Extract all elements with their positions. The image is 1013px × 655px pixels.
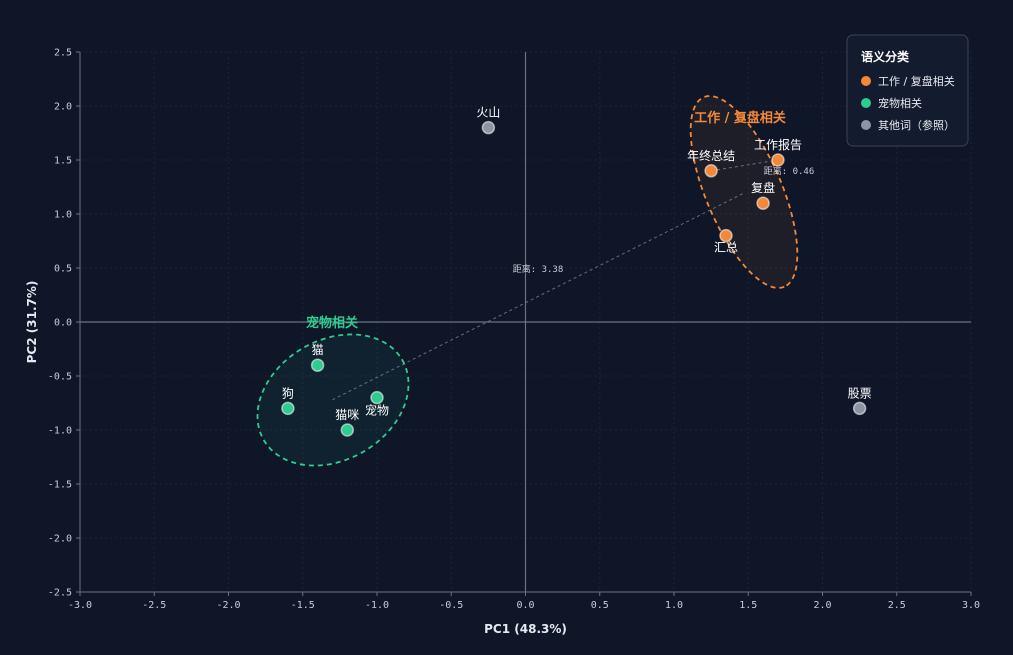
x-tick-label: 0.0 — [516, 600, 534, 611]
legend-swatch — [861, 98, 871, 108]
data-point — [281, 401, 295, 416]
legend-label: 其他词（参照） — [878, 118, 955, 132]
legend-swatch — [861, 76, 871, 86]
y-tick-label: -2.5 — [48, 588, 72, 599]
y-tick-label: -0.5 — [48, 372, 72, 383]
data-point — [481, 120, 496, 135]
axes: -3.0 -2.5 -2.0 -1.5 -1.0 -0.5 0.0 0.5 1.0 1.5 2.0 2… — [48, 48, 980, 612]
point-label: 猫 — [312, 343, 324, 357]
y-tick-label: 1.0 — [54, 210, 72, 221]
y-tick-label: -1.0 — [48, 426, 72, 437]
x-tick-label: 1.0 — [665, 600, 683, 611]
x-tick-label: -3.0 — [68, 600, 92, 611]
point-label: 年终总结 — [687, 148, 735, 163]
x-tick-label: -2.0 — [216, 600, 240, 611]
data-point — [852, 401, 867, 416]
distance-line — [711, 159, 779, 172]
point-label: 狗 — [282, 386, 294, 400]
x-tick-label: 1.5 — [739, 600, 757, 611]
x-tick-label: -1.0 — [365, 600, 389, 611]
distance-annotations: 距离: 3.38 距离: 0.46 — [332, 159, 815, 401]
legend-box — [846, 34, 969, 147]
distance-line — [332, 191, 746, 401]
legend-title: 语义分类 — [861, 49, 910, 64]
legend-swatch — [861, 120, 871, 130]
x-axis-title: PC1 (48.3%) — [484, 622, 567, 636]
x-tick-label: -0.5 — [439, 600, 463, 611]
point-label: 汇总 — [714, 241, 738, 255]
point-label: 股票 — [848, 386, 872, 400]
zero-lines — [80, 52, 971, 592]
y-tick-label: 1.5 — [54, 156, 72, 167]
point-label: 火山 — [476, 106, 500, 120]
data-point — [704, 164, 718, 178]
y-tick-label: 0.5 — [54, 264, 72, 275]
point-label: 工作报告 — [754, 137, 802, 152]
data-point — [370, 390, 384, 405]
data-point — [310, 358, 325, 372]
x-tick-label: -2.5 — [142, 600, 166, 611]
y-axis-title: PC2 (31.7%) — [25, 281, 39, 364]
distance-label: 距离: 0.46 — [764, 165, 815, 177]
distance-label: 距离: 3.38 — [513, 263, 564, 275]
y-tick-label: 2.5 — [54, 48, 72, 59]
y-tick-label: 2.0 — [54, 102, 72, 113]
point-label: 复盘 — [751, 180, 775, 195]
data-point — [756, 196, 770, 210]
point-label: 宠物 — [365, 403, 389, 418]
y-tick-label: -1.5 — [48, 480, 72, 491]
data-point — [340, 423, 355, 437]
legend-label: 宠物相关 — [878, 96, 922, 110]
legend-label: 工作 / 复盘相关 — [878, 74, 955, 88]
x-tick-label: -1.5 — [291, 600, 315, 611]
cluster-ellipse — [689, 95, 799, 289]
data-point — [719, 228, 733, 243]
y-tick-label: -2.0 — [48, 534, 72, 545]
x-tick-label: 3.0 — [962, 600, 980, 611]
data-point — [771, 153, 785, 167]
point-label: 猫咪 — [335, 408, 359, 422]
x-tick-label: 0.5 — [591, 600, 609, 611]
x-tick-label: 2.5 — [888, 600, 906, 611]
cluster-title: 工作 / 复盘相关 — [694, 110, 786, 126]
x-tick-label: 2.0 — [813, 600, 831, 611]
y-tick-label: 0.0 — [54, 318, 72, 329]
cluster-title: 宠物相关 — [306, 315, 358, 331]
